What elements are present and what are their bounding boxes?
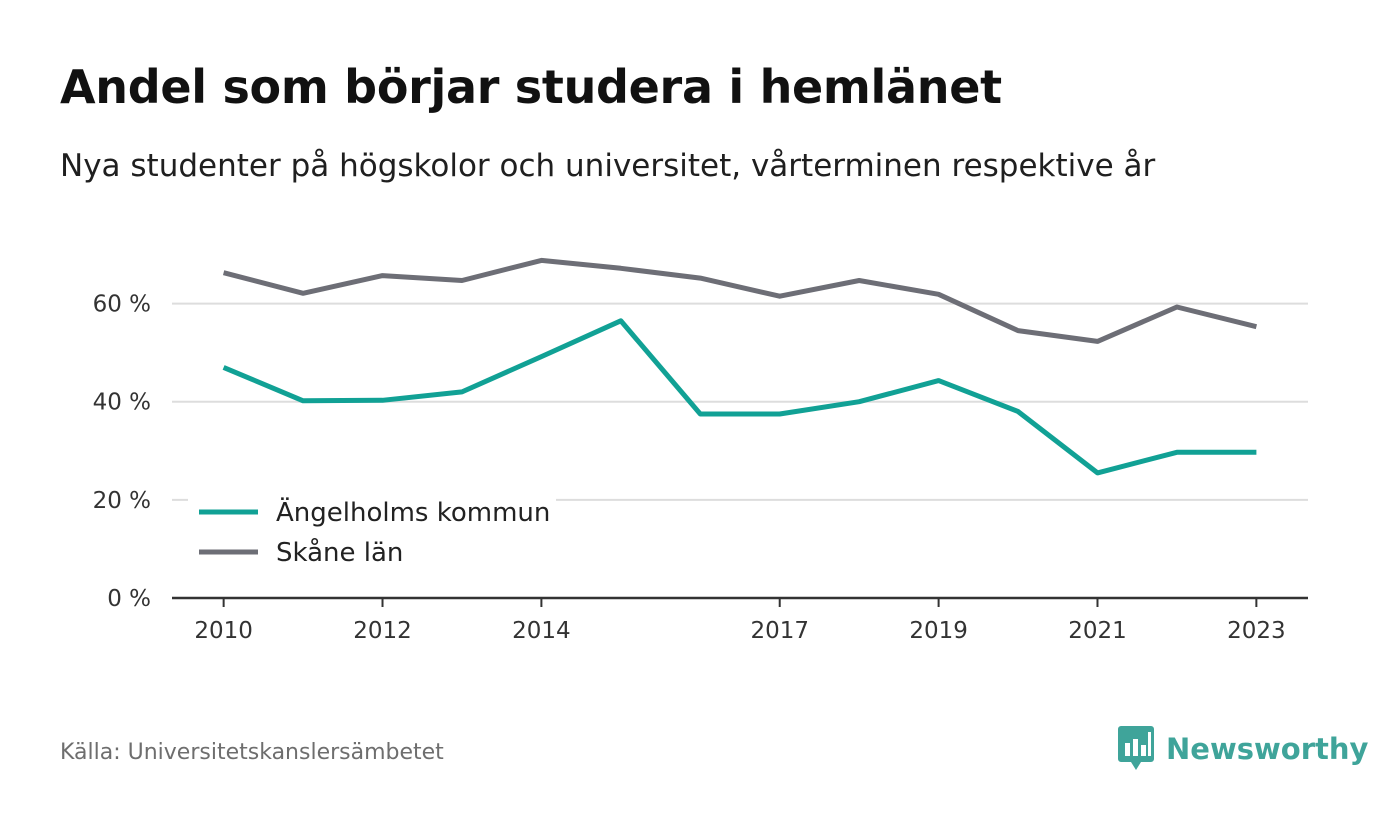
brand-name: Newsworthy: [1166, 732, 1369, 766]
x-tick-label: 2021: [1068, 618, 1127, 644]
x-tick-label: 2023: [1227, 618, 1286, 644]
series-line-1: [222, 318, 1257, 476]
legend: Ängelholms kommun Skåne län: [188, 488, 556, 578]
legend-label: Ängelholms kommun: [276, 496, 550, 528]
axes: 0 % 20 % 40 % 60 % 2010 2012 2014 2017 2019 2021 2…: [93, 292, 1308, 644]
x-tick-label: 2012: [353, 618, 412, 644]
newsworthy-logo-icon: [1118, 726, 1154, 770]
legend-background: [188, 488, 556, 578]
legend-label: Skåne län: [276, 537, 403, 568]
y-tick-label: 0 %: [107, 586, 151, 612]
line-chart: 0 % 20 % 40 % 60 % 2010 2012 2014 2017 2019 2021 2…: [93, 257, 1308, 644]
source-note: Källa: Universitetskanslersämbetet: [60, 740, 444, 765]
y-tick-label: 40 %: [93, 390, 151, 416]
x-tick-label: 2019: [909, 618, 968, 644]
chart-title: Andel som börjar studera i hemlänet: [60, 60, 1002, 114]
chart-subtitle: Nya studenter på högskolor och universit…: [60, 148, 1156, 184]
series-line-2: [222, 257, 1258, 344]
x-tick-label: 2010: [194, 618, 253, 644]
x-tick-label: 2017: [750, 618, 809, 644]
series-lines: [222, 257, 1258, 476]
brand-logo: Newsworthy: [1118, 726, 1368, 772]
y-tick-label: 60 %: [93, 292, 151, 318]
y-tick-label: 20 %: [93, 488, 151, 514]
x-tick-label: 2014: [512, 618, 571, 644]
